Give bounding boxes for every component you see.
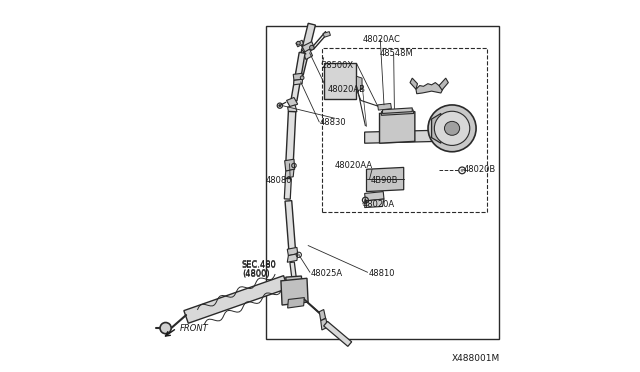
Polygon shape [365, 199, 384, 208]
Text: (4800): (4800) [242, 269, 269, 278]
Polygon shape [431, 113, 441, 143]
Polygon shape [287, 97, 298, 107]
Polygon shape [296, 40, 303, 47]
Polygon shape [356, 76, 362, 91]
Text: 48020B: 48020B [463, 165, 495, 174]
Circle shape [364, 199, 367, 201]
Circle shape [310, 45, 314, 50]
Text: SEC.480
(4800): SEC.480 (4800) [242, 260, 276, 279]
Polygon shape [319, 310, 326, 321]
Polygon shape [285, 169, 294, 179]
Polygon shape [383, 108, 412, 113]
Polygon shape [296, 23, 316, 75]
Ellipse shape [444, 121, 460, 135]
Polygon shape [287, 254, 298, 262]
Polygon shape [324, 321, 352, 346]
Circle shape [461, 169, 463, 172]
Bar [324, 63, 356, 99]
Polygon shape [381, 110, 413, 115]
Polygon shape [321, 318, 328, 330]
Polygon shape [287, 298, 305, 308]
Polygon shape [293, 73, 303, 80]
Polygon shape [287, 105, 297, 113]
Polygon shape [184, 276, 288, 323]
Polygon shape [380, 112, 415, 143]
Polygon shape [290, 262, 296, 278]
Text: 4B90B: 4B90B [370, 176, 397, 185]
Polygon shape [365, 192, 384, 201]
Polygon shape [281, 278, 308, 305]
Text: 48025A: 48025A [310, 269, 343, 278]
Polygon shape [367, 167, 404, 192]
Text: 28500X: 28500X [322, 61, 354, 70]
Ellipse shape [435, 111, 470, 145]
Bar [266, 26, 499, 339]
Polygon shape [286, 112, 296, 164]
Polygon shape [286, 276, 302, 287]
Text: 48810: 48810 [369, 269, 395, 278]
Polygon shape [365, 130, 439, 143]
Polygon shape [291, 52, 305, 101]
Text: 48548M: 48548M [380, 49, 413, 58]
Circle shape [278, 105, 281, 107]
Text: 48080: 48080 [266, 176, 292, 185]
Polygon shape [285, 201, 296, 250]
Polygon shape [378, 103, 392, 110]
Text: 48020AC: 48020AC [363, 35, 401, 44]
Polygon shape [302, 42, 314, 54]
Polygon shape [410, 78, 417, 89]
Polygon shape [416, 83, 443, 94]
Text: 48020AA: 48020AA [335, 161, 373, 170]
Polygon shape [323, 32, 330, 37]
Polygon shape [285, 159, 294, 171]
Text: FRONT: FRONT [179, 324, 208, 333]
Circle shape [296, 41, 300, 45]
Circle shape [298, 254, 300, 256]
Polygon shape [284, 179, 291, 199]
Bar [322, 48, 488, 212]
Polygon shape [294, 79, 303, 85]
Text: 48830: 48830 [320, 118, 347, 127]
Circle shape [300, 76, 304, 80]
Text: 48020AB: 48020AB [328, 85, 365, 94]
Polygon shape [287, 247, 298, 256]
Polygon shape [303, 49, 312, 60]
Polygon shape [439, 78, 449, 90]
Text: X488001M: X488001M [452, 354, 500, 363]
Circle shape [160, 323, 172, 334]
Text: 48020A: 48020A [363, 200, 395, 209]
Ellipse shape [428, 105, 476, 152]
Text: SEC.480: SEC.480 [242, 262, 276, 270]
